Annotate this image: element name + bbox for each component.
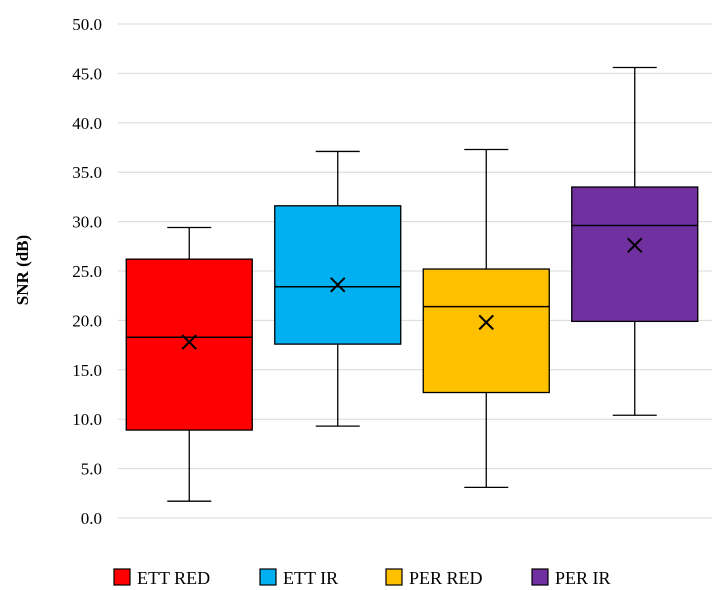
y-tick-label: 0.0 (81, 509, 102, 528)
box-per-red (422, 148, 550, 489)
legend-swatch (531, 568, 549, 586)
legend-label: PER IR (555, 568, 611, 588)
legend-item: ETT IR (259, 568, 338, 588)
box-per-ir (571, 66, 699, 416)
mean-marker (330, 277, 346, 293)
y-axis-tick-labels: 0.0 5.0 10.0 15.0 20.0 25.0 30.0 35.0 40.0 45.0 50… (72, 15, 102, 528)
iqr-box (422, 268, 550, 394)
y-tick-label: 25.0 (72, 262, 102, 281)
y-tick-label: 35.0 (72, 163, 102, 182)
y-tick-label: 40.0 (72, 114, 102, 133)
y-tick-label: 20.0 (72, 311, 102, 330)
legend-label: ETT RED (137, 568, 210, 588)
legend-item: PER RED (385, 568, 483, 588)
legend-swatch (385, 568, 403, 586)
y-tick-label: 10.0 (72, 410, 102, 429)
iqr-box (571, 186, 699, 323)
legend: ETT RED ETT IR PER RED PER IR (113, 568, 611, 588)
legend-label: PER RED (409, 568, 483, 588)
box-ett-ir (274, 150, 402, 427)
legend-item: ETT RED (113, 568, 210, 588)
mean-marker (478, 314, 494, 331)
iqr-box (274, 205, 402, 345)
y-tick-label: 30.0 (72, 213, 102, 232)
legend-item: PER IR (531, 568, 611, 588)
legend-swatch (259, 568, 277, 586)
y-tick-label: 45.0 (72, 64, 102, 83)
y-tick-label: 5.0 (81, 460, 102, 479)
box-series (125, 66, 699, 502)
y-tick-label: 50.0 (72, 15, 102, 34)
legend-swatch (113, 568, 131, 586)
box-ett-red (125, 226, 253, 502)
legend-label: ETT IR (283, 568, 338, 588)
mean-marker (181, 334, 197, 350)
y-tick-label: 15.0 (72, 361, 102, 380)
y-axis-label: SNR (dB) (13, 235, 32, 305)
mean-marker (627, 237, 643, 254)
iqr-box (125, 258, 253, 431)
